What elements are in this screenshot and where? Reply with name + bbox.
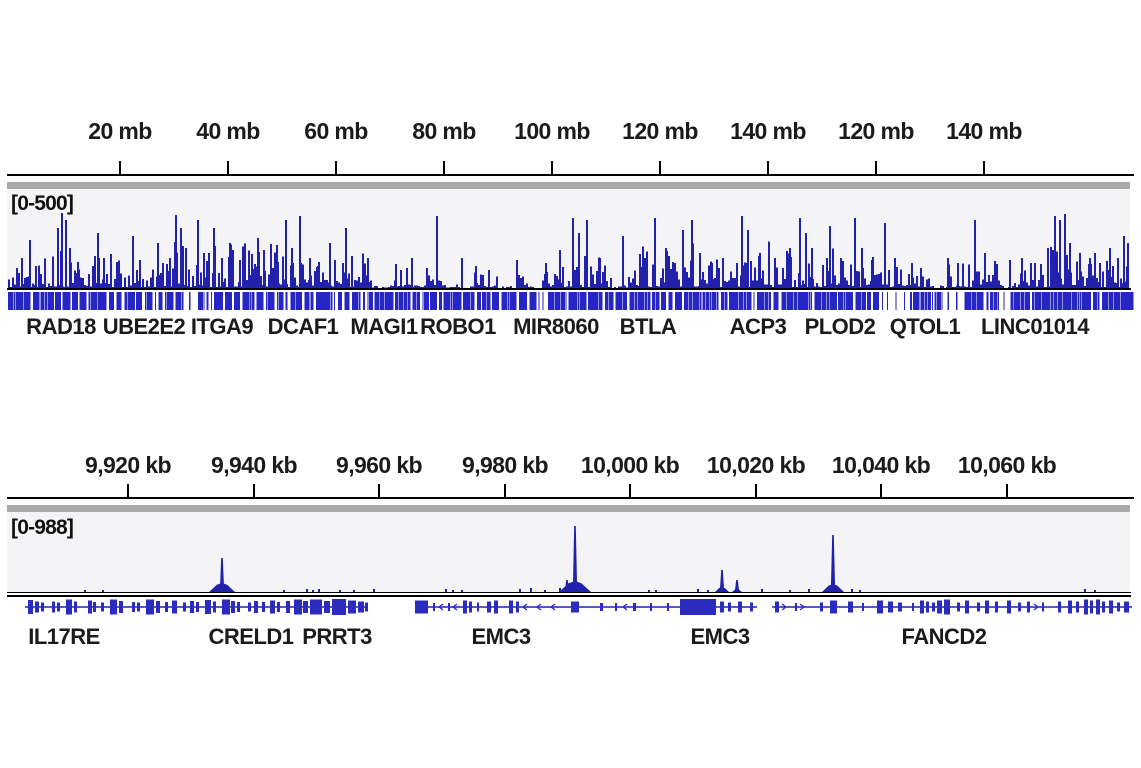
- gene-name-label: QTOL1: [890, 314, 960, 340]
- gene-name-label: RAD18: [26, 314, 96, 340]
- ruler-tick: [767, 161, 769, 175]
- ruler-tick: [253, 484, 255, 497]
- ruler-tick-label: 9,980 kb: [462, 452, 548, 479]
- ruler-tick: [629, 484, 631, 497]
- bottom-gene-models: [0, 598, 1141, 618]
- ruler-tick-label: 9,920 kb: [85, 452, 171, 479]
- gene-name-label: PLOD2: [805, 314, 876, 340]
- gene-name-label: EMC3: [690, 624, 749, 650]
- gene-name-label: ROBO1: [420, 314, 496, 340]
- bottom-track-divider: [7, 505, 1130, 512]
- ruler-tick-label: 120 mb: [838, 118, 914, 145]
- ruler-tick: [504, 484, 506, 497]
- gene-name-label: MIR8060: [513, 314, 599, 340]
- ruler-tick: [875, 161, 877, 175]
- top-signal-baseline: [7, 288, 1131, 290]
- ruler-tick-label: 10,000 kb: [581, 452, 679, 479]
- gene-name-label: PRRT3: [302, 624, 372, 650]
- gene-name-label: CRELD1: [208, 624, 293, 650]
- top-track-divider: [7, 182, 1130, 189]
- gene-name-label: ACP3: [730, 314, 787, 340]
- bottom-gene-track-topline: [7, 595, 1131, 597]
- ruler-tick: [119, 161, 121, 175]
- ruler-tick: [1006, 484, 1008, 497]
- ruler-tick-label: 10,020 kb: [707, 452, 805, 479]
- gene-name-label: BTLA: [620, 314, 677, 340]
- ruler-tick-label: 140 mb: [730, 118, 806, 145]
- ruler-tick-label: 10,060 kb: [958, 452, 1056, 479]
- ruler-tick: [659, 161, 661, 175]
- ruler-tick: [880, 484, 882, 497]
- gene-name-label: LINC01014: [981, 314, 1089, 340]
- gene-name-label: DCAF1: [268, 314, 339, 340]
- ruler-tick-label: 60 mb: [304, 118, 367, 145]
- bottom-coverage-signal: [0, 512, 1141, 592]
- top-dense-gene-band: [0, 292, 1141, 310]
- ruler-tick-label: 10,040 kb: [832, 452, 930, 479]
- ruler-tick-label: 140 mb: [946, 118, 1022, 145]
- top-coverage-signal: [0, 190, 1141, 288]
- gene-name-label: ITGA9: [191, 314, 253, 340]
- ruler-tick: [551, 161, 553, 175]
- ruler-axis-line: [7, 174, 1134, 176]
- ruler-tick: [127, 484, 129, 497]
- top-range-label: [0-500]: [11, 192, 73, 216]
- gene-name-label: EMC3: [471, 624, 530, 650]
- ruler-tick: [983, 161, 985, 175]
- ruler-tick: [378, 484, 380, 497]
- gene-name-label: FANCD2: [901, 624, 986, 650]
- bottom-range-label: [0-988]: [11, 516, 73, 540]
- ruler-tick: [335, 161, 337, 175]
- ruler-tick-label: 80 mb: [412, 118, 475, 145]
- bottom-signal-baseline: [7, 592, 1131, 593]
- dense-gene-band-group: [8, 292, 1134, 310]
- ruler-tick-label: 40 mb: [196, 118, 259, 145]
- ruler-tick-label: 120 mb: [622, 118, 698, 145]
- gene-name-label: IL17RE: [28, 624, 100, 650]
- ruler-axis-line: [7, 497, 1134, 499]
- ruler-tick: [755, 484, 757, 497]
- ruler-tick: [227, 161, 229, 175]
- gene-name-label: UBE2E2: [103, 314, 186, 340]
- ruler-tick-label: 20 mb: [88, 118, 151, 145]
- ruler-tick-label: 9,960 kb: [336, 452, 422, 479]
- ruler-tick-label: 100 mb: [514, 118, 590, 145]
- ruler-tick: [443, 161, 445, 175]
- gene-name-label: MAGI1: [350, 314, 417, 340]
- ruler-tick-label: 9,940 kb: [211, 452, 297, 479]
- genome-browser-figure: 20 mb 40 mb 60 mb 80 mb 100 mb 120 mb 140 mb 12…: [0, 0, 1141, 768]
- gene-models-group: [25, 599, 1132, 615]
